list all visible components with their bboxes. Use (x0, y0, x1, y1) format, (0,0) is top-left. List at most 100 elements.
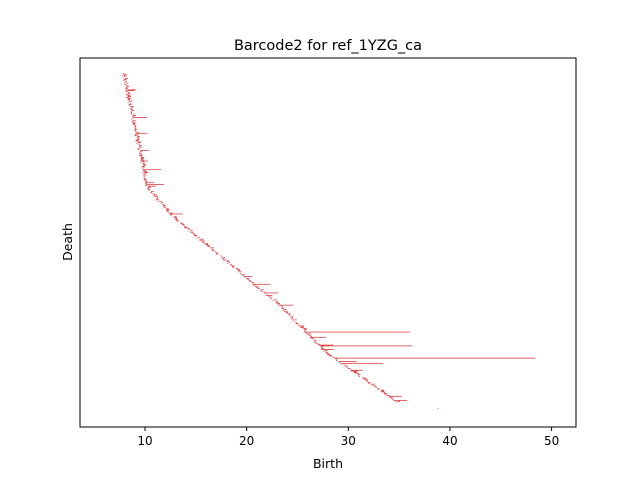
barcode-bar (142, 161, 145, 163)
barcode-bar (129, 105, 131, 106)
barcode-bar (131, 106, 134, 108)
barcode-bar (377, 388, 379, 390)
barcode-bar (253, 284, 255, 286)
barcode-bar (158, 201, 163, 203)
barcode-bar (249, 281, 252, 283)
barcode-bar (371, 383, 375, 385)
barcode-bar (137, 136, 141, 138)
barcode-bar (125, 86, 127, 88)
barcode-bar (363, 377, 367, 379)
barcode-bar (215, 253, 218, 255)
barcode-bar (155, 198, 159, 200)
barcode-bar (142, 171, 149, 173)
barcode-bar (364, 379, 368, 381)
barcode-bar (123, 79, 127, 80)
barcode-bar (135, 127, 136, 129)
barcode-bar (154, 196, 159, 197)
barcode-bar (142, 169, 162, 171)
barcode-bar (301, 326, 304, 328)
barcode-bar (138, 145, 140, 147)
barcode-bar (145, 179, 146, 181)
barcode-bar (241, 274, 245, 276)
barcode-bar (335, 360, 338, 362)
barcode-bar (392, 399, 394, 401)
barcode-bar (157, 200, 159, 202)
barcode-bar (221, 256, 222, 257)
barcode-bar (148, 189, 150, 191)
barcode-bar (163, 206, 166, 208)
barcode-bar (304, 329, 306, 331)
barcode-bar (126, 85, 128, 86)
barcode-bar (125, 88, 128, 90)
barcode-bar (180, 222, 181, 224)
barcode-bar (281, 308, 285, 309)
barcode-bar (298, 325, 305, 327)
barcode-bar (169, 213, 183, 215)
barcode-bar (226, 260, 230, 262)
barcode-bar (136, 138, 140, 140)
barcode-bar (321, 346, 324, 348)
barcode-bar (132, 122, 137, 124)
barcode-bar (163, 204, 166, 206)
x-tick-label: 40 (442, 434, 457, 448)
barcode-bar (160, 203, 162, 204)
barcode-bar (125, 87, 128, 89)
barcode-bar (245, 277, 247, 278)
barcode-bar (124, 82, 126, 84)
barcode-bar (124, 84, 126, 85)
barcode-bar (336, 359, 338, 361)
barcode-bar (136, 132, 148, 134)
barcode-bar (200, 238, 204, 240)
barcode-bar (203, 241, 205, 243)
barcode-bar (238, 270, 242, 272)
barcode-bar (317, 343, 320, 345)
barcode-bar (227, 261, 230, 263)
barcode-bar (175, 217, 178, 219)
barcode-bar (127, 99, 131, 100)
barcode-bar (148, 187, 150, 189)
barcode-bar (170, 214, 172, 216)
barcode-bar (353, 371, 358, 373)
barcode-bar (284, 310, 288, 312)
barcode-bar (288, 314, 291, 316)
barcode-bar (194, 235, 198, 237)
barcode-bar (276, 303, 280, 304)
barcode-bar (383, 393, 388, 395)
barcode-bar (230, 264, 233, 266)
barcode-bar (138, 148, 140, 150)
barcode-bar (144, 173, 146, 175)
barcode-bar (326, 354, 331, 355)
barcode-bar (362, 378, 366, 380)
barcode-bar (129, 100, 133, 102)
barcode-bar (130, 112, 133, 114)
barcode-bar (134, 134, 136, 136)
barcode-bar (314, 342, 315, 343)
barcode-bar (346, 367, 348, 368)
barcode-bar (270, 298, 272, 300)
barcode-bar (344, 364, 347, 366)
barcode-bar (131, 119, 133, 120)
barcode-bar (143, 165, 146, 166)
barcode-bar (174, 216, 177, 217)
barcode-bar (127, 102, 129, 104)
barcode-bar (193, 233, 196, 235)
barcode-bar (294, 319, 297, 321)
barcode-bar (127, 89, 137, 91)
barcode-bar (328, 355, 333, 356)
barcode-bar (340, 362, 383, 364)
barcode-bar (320, 349, 334, 350)
barcode-bar (146, 181, 147, 183)
barcode-bar (329, 355, 332, 357)
barcode-bar (136, 143, 138, 145)
barcode-bar (303, 329, 307, 330)
barcode-bar (237, 270, 240, 271)
barcode-bar (192, 232, 194, 234)
barcode-bar (137, 149, 139, 151)
barcode-bar (131, 120, 134, 122)
barcode-bar (222, 258, 225, 260)
barcode-bar (167, 211, 170, 213)
barcode-bar (134, 128, 137, 130)
barcode-bar (210, 248, 212, 250)
barcode-bar (339, 362, 340, 363)
x-axis-label: Birth (313, 456, 343, 471)
